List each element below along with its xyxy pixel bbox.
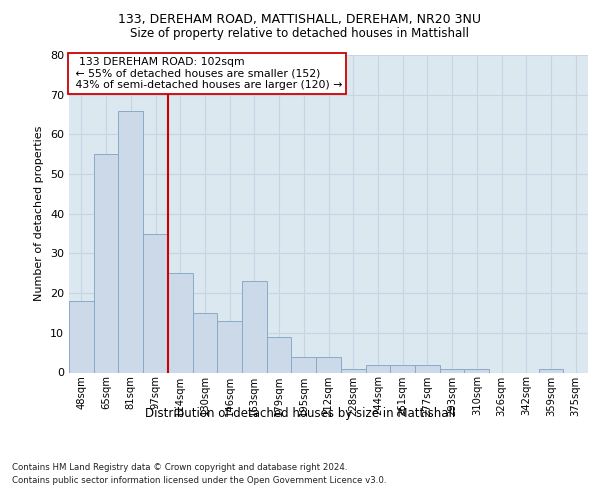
Text: Size of property relative to detached houses in Mattishall: Size of property relative to detached ho… xyxy=(131,28,470,40)
Bar xyxy=(539,368,563,372)
Y-axis label: Number of detached properties: Number of detached properties xyxy=(34,126,44,302)
Bar xyxy=(292,356,316,372)
Bar xyxy=(464,368,489,372)
Bar xyxy=(168,274,193,372)
Bar xyxy=(217,321,242,372)
Text: 133, DEREHAM ROAD, MATTISHALL, DEREHAM, NR20 3NU: 133, DEREHAM ROAD, MATTISHALL, DEREHAM, … xyxy=(119,12,482,26)
Bar xyxy=(118,110,143,372)
Bar xyxy=(143,234,168,372)
Bar xyxy=(94,154,118,372)
Bar xyxy=(341,368,365,372)
Bar xyxy=(193,313,217,372)
Text: Contains public sector information licensed under the Open Government Licence v3: Contains public sector information licen… xyxy=(12,476,386,485)
Bar xyxy=(316,356,341,372)
Bar xyxy=(69,301,94,372)
Bar xyxy=(267,337,292,372)
Text: Distribution of detached houses by size in Mattishall: Distribution of detached houses by size … xyxy=(145,408,455,420)
Text: Contains HM Land Registry data © Crown copyright and database right 2024.: Contains HM Land Registry data © Crown c… xyxy=(12,462,347,471)
Bar xyxy=(242,281,267,372)
Bar xyxy=(390,364,415,372)
Bar xyxy=(415,364,440,372)
Bar xyxy=(365,364,390,372)
Text: 133 DEREHAM ROAD: 102sqm  
 ← 55% of detached houses are smaller (152)
 43% of s: 133 DEREHAM ROAD: 102sqm ← 55% of detach… xyxy=(71,56,342,90)
Bar xyxy=(440,368,464,372)
